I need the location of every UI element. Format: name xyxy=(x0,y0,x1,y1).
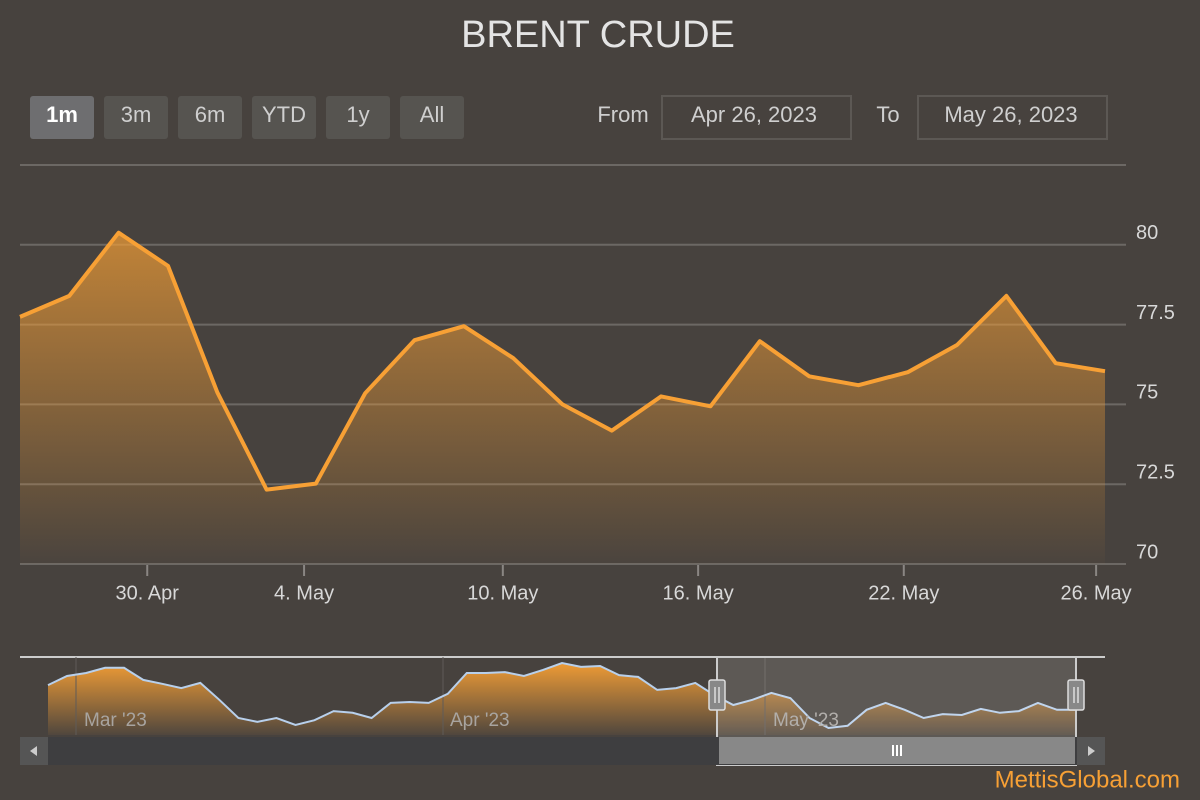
x-tick-label: 4. May xyxy=(274,582,334,604)
navigator-line xyxy=(47,661,1076,730)
navigator-handle[interactable] xyxy=(708,679,726,711)
range-button-label[interactable]: 1y xyxy=(346,102,369,127)
line xyxy=(19,230,1106,492)
range-button[interactable] xyxy=(178,96,242,139)
range-button[interactable] xyxy=(30,96,94,139)
x-tick-label: 30. Apr xyxy=(116,582,180,604)
y-tick-label: 77.5 xyxy=(1136,302,1175,324)
navigator-area xyxy=(48,663,1076,735)
plot-area: 70 72.5 75 77.5 80 30. Apr 4. May 10. May 16. Ma… xyxy=(19,222,1175,604)
chart-title: BRENT CRUDE xyxy=(461,14,735,56)
navigator-label: Mar '23 xyxy=(84,710,147,731)
area xyxy=(20,232,1105,564)
x-tick-label: 22. May xyxy=(868,582,939,604)
y-tick-label: 72.5 xyxy=(1136,461,1175,483)
navigator-handle[interactable] xyxy=(1067,679,1085,711)
scrollbar-right-arrow[interactable] xyxy=(1088,746,1095,756)
y-tick-label: 80 xyxy=(1136,222,1158,244)
range-button[interactable] xyxy=(400,96,464,139)
range-button-label[interactable]: 1m xyxy=(46,102,78,127)
to-date[interactable]: May 26, 2023 xyxy=(944,102,1077,127)
from-date[interactable]: Apr 26, 2023 xyxy=(691,102,817,127)
to-label: To xyxy=(876,102,899,127)
y-tick-label: 75 xyxy=(1136,382,1158,404)
from-input[interactable] xyxy=(661,95,852,140)
to-input[interactable] xyxy=(917,95,1108,140)
navigator-label: Apr '23 xyxy=(450,710,510,731)
range-button-label[interactable]: 3m xyxy=(121,102,152,127)
from-label: From xyxy=(597,102,648,127)
x-tick-label: 26. May xyxy=(1061,582,1132,604)
range-selector: 1m 3m 6m YTD 1y All xyxy=(30,96,464,139)
navigator-label: May '23 xyxy=(773,710,839,731)
range-button-label[interactable]: 6m xyxy=(195,102,226,127)
range-button[interactable] xyxy=(252,96,316,139)
range-button-label[interactable]: YTD xyxy=(262,102,306,127)
y-tick-label: 70 xyxy=(1136,541,1158,563)
credit[interactable]: MettisGlobal.com xyxy=(995,766,1180,793)
range-button[interactable] xyxy=(326,96,390,139)
x-tick-label: 16. May xyxy=(663,582,734,604)
range-button[interactable] xyxy=(104,96,168,139)
range-button-label[interactable]: All xyxy=(420,102,444,127)
x-tick-label: 10. May xyxy=(467,582,538,604)
navigator: Mar '23 Apr '23 May '23 xyxy=(20,656,1105,766)
scrollbar-left-arrow[interactable] xyxy=(30,746,37,756)
